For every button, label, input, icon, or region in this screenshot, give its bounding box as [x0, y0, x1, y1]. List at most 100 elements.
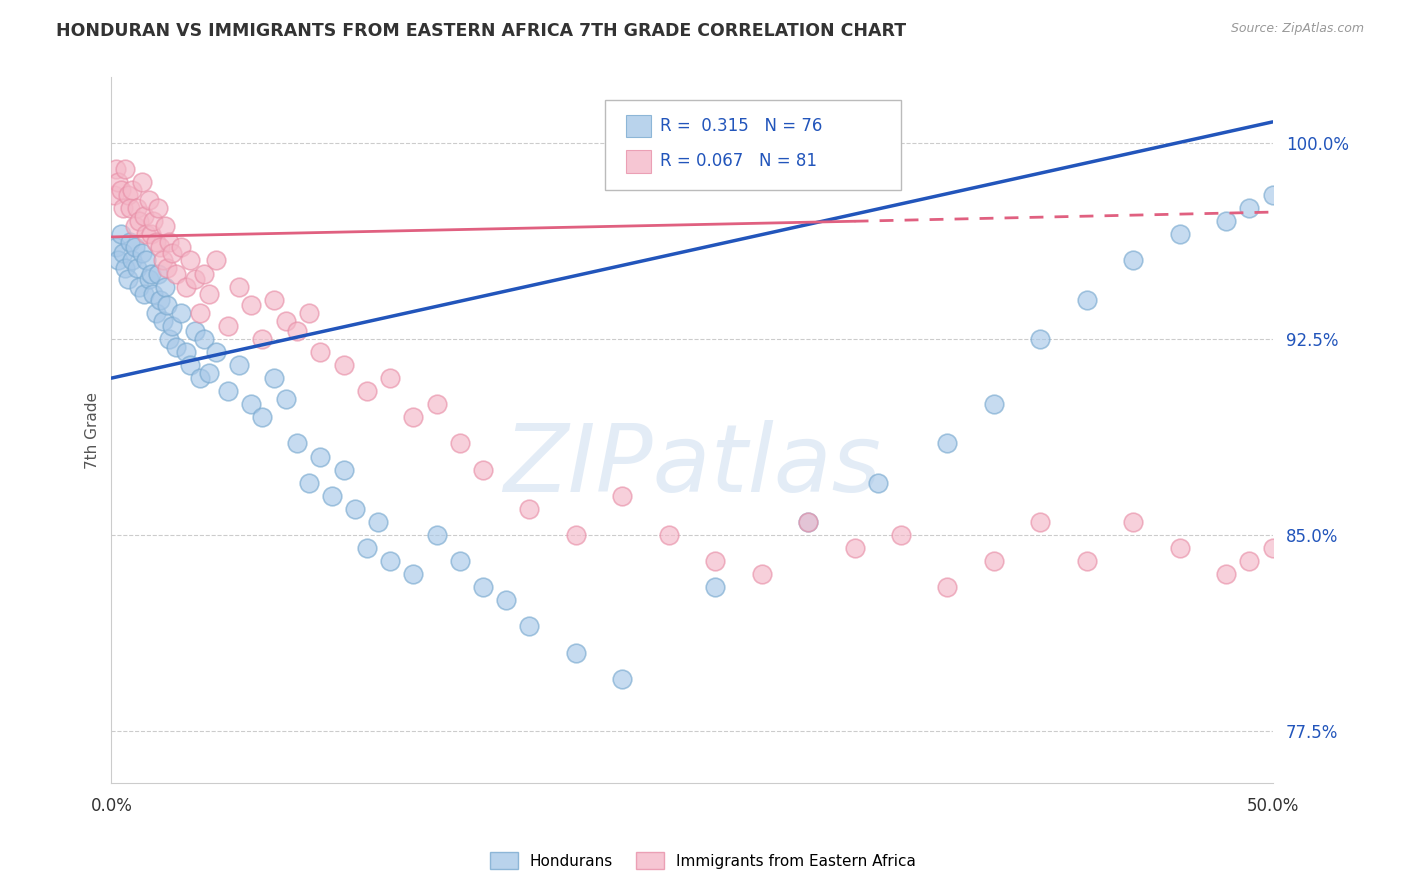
- Point: [519, 619, 541, 633]
- Point: [198, 287, 221, 301]
- Point: [139, 227, 162, 242]
- Point: [298, 475, 321, 490]
- Point: [449, 436, 471, 450]
- Bar: [626, 115, 651, 137]
- Point: [128, 214, 150, 228]
- Point: [1029, 515, 1052, 529]
- Point: [274, 392, 297, 406]
- Point: [188, 306, 211, 320]
- Point: [184, 272, 207, 286]
- Point: [179, 253, 201, 268]
- Point: [1354, 136, 1376, 150]
- Point: [1029, 332, 1052, 346]
- Point: [1285, 175, 1308, 189]
- Point: [239, 397, 262, 411]
- FancyBboxPatch shape: [605, 100, 901, 190]
- Point: [138, 194, 160, 208]
- Point: [425, 528, 447, 542]
- Point: [149, 293, 172, 307]
- Point: [111, 201, 134, 215]
- Point: [263, 371, 285, 385]
- Point: [1308, 161, 1330, 176]
- Point: [356, 384, 378, 399]
- Point: [704, 580, 727, 594]
- Point: [125, 201, 148, 215]
- Point: [449, 554, 471, 568]
- Point: [170, 240, 193, 254]
- Point: [936, 580, 959, 594]
- Point: [519, 501, 541, 516]
- Point: [1331, 149, 1354, 163]
- Text: R = 0.067   N = 81: R = 0.067 N = 81: [659, 153, 817, 170]
- Point: [239, 298, 262, 312]
- Point: [495, 593, 517, 607]
- Legend: Hondurans, Immigrants from Eastern Africa: Hondurans, Immigrants from Eastern Afric…: [484, 846, 922, 875]
- Point: [1168, 541, 1191, 555]
- Point: [174, 279, 197, 293]
- Point: [1354, 528, 1376, 542]
- Point: [1261, 541, 1284, 555]
- Point: [890, 528, 912, 542]
- Point: [472, 580, 495, 594]
- Point: [153, 279, 176, 293]
- Point: [1378, 554, 1400, 568]
- Point: [105, 161, 128, 176]
- Point: [263, 293, 285, 307]
- Point: [1400, 567, 1406, 582]
- Point: [131, 245, 153, 260]
- Bar: [626, 150, 651, 173]
- Y-axis label: 7th Grade: 7th Grade: [86, 392, 100, 469]
- Point: [111, 245, 134, 260]
- Point: [402, 410, 425, 425]
- Point: [1308, 567, 1330, 582]
- Point: [142, 214, 165, 228]
- Point: [188, 371, 211, 385]
- Point: [472, 462, 495, 476]
- Point: [309, 450, 332, 464]
- Point: [1122, 253, 1144, 268]
- Point: [1285, 528, 1308, 542]
- Text: R =  0.315   N = 76: R = 0.315 N = 76: [659, 117, 823, 136]
- Point: [198, 366, 221, 380]
- Point: [1400, 122, 1406, 136]
- Point: [179, 358, 201, 372]
- Point: [128, 279, 150, 293]
- Point: [205, 345, 228, 359]
- Point: [378, 371, 401, 385]
- Point: [110, 227, 132, 242]
- Point: [1076, 554, 1098, 568]
- Point: [184, 324, 207, 338]
- Point: [121, 183, 143, 197]
- Point: [1239, 554, 1261, 568]
- Point: [1076, 293, 1098, 307]
- Point: [156, 261, 179, 276]
- Point: [1331, 541, 1354, 555]
- Point: [114, 161, 136, 176]
- Point: [174, 345, 197, 359]
- Point: [118, 201, 141, 215]
- Point: [132, 209, 155, 223]
- Point: [132, 287, 155, 301]
- Point: [139, 267, 162, 281]
- Point: [704, 554, 727, 568]
- Point: [983, 554, 1005, 568]
- Point: [344, 501, 367, 516]
- Point: [149, 240, 172, 254]
- Point: [165, 340, 187, 354]
- Point: [751, 567, 773, 582]
- Point: [105, 240, 128, 254]
- Point: [402, 567, 425, 582]
- Point: [107, 253, 129, 268]
- Point: [153, 219, 176, 234]
- Point: [146, 201, 169, 215]
- Point: [378, 554, 401, 568]
- Point: [160, 318, 183, 333]
- Point: [1215, 214, 1237, 228]
- Point: [844, 541, 866, 555]
- Point: [298, 306, 321, 320]
- Point: [152, 253, 174, 268]
- Point: [309, 345, 332, 359]
- Point: [118, 235, 141, 249]
- Point: [217, 318, 239, 333]
- Point: [1239, 201, 1261, 215]
